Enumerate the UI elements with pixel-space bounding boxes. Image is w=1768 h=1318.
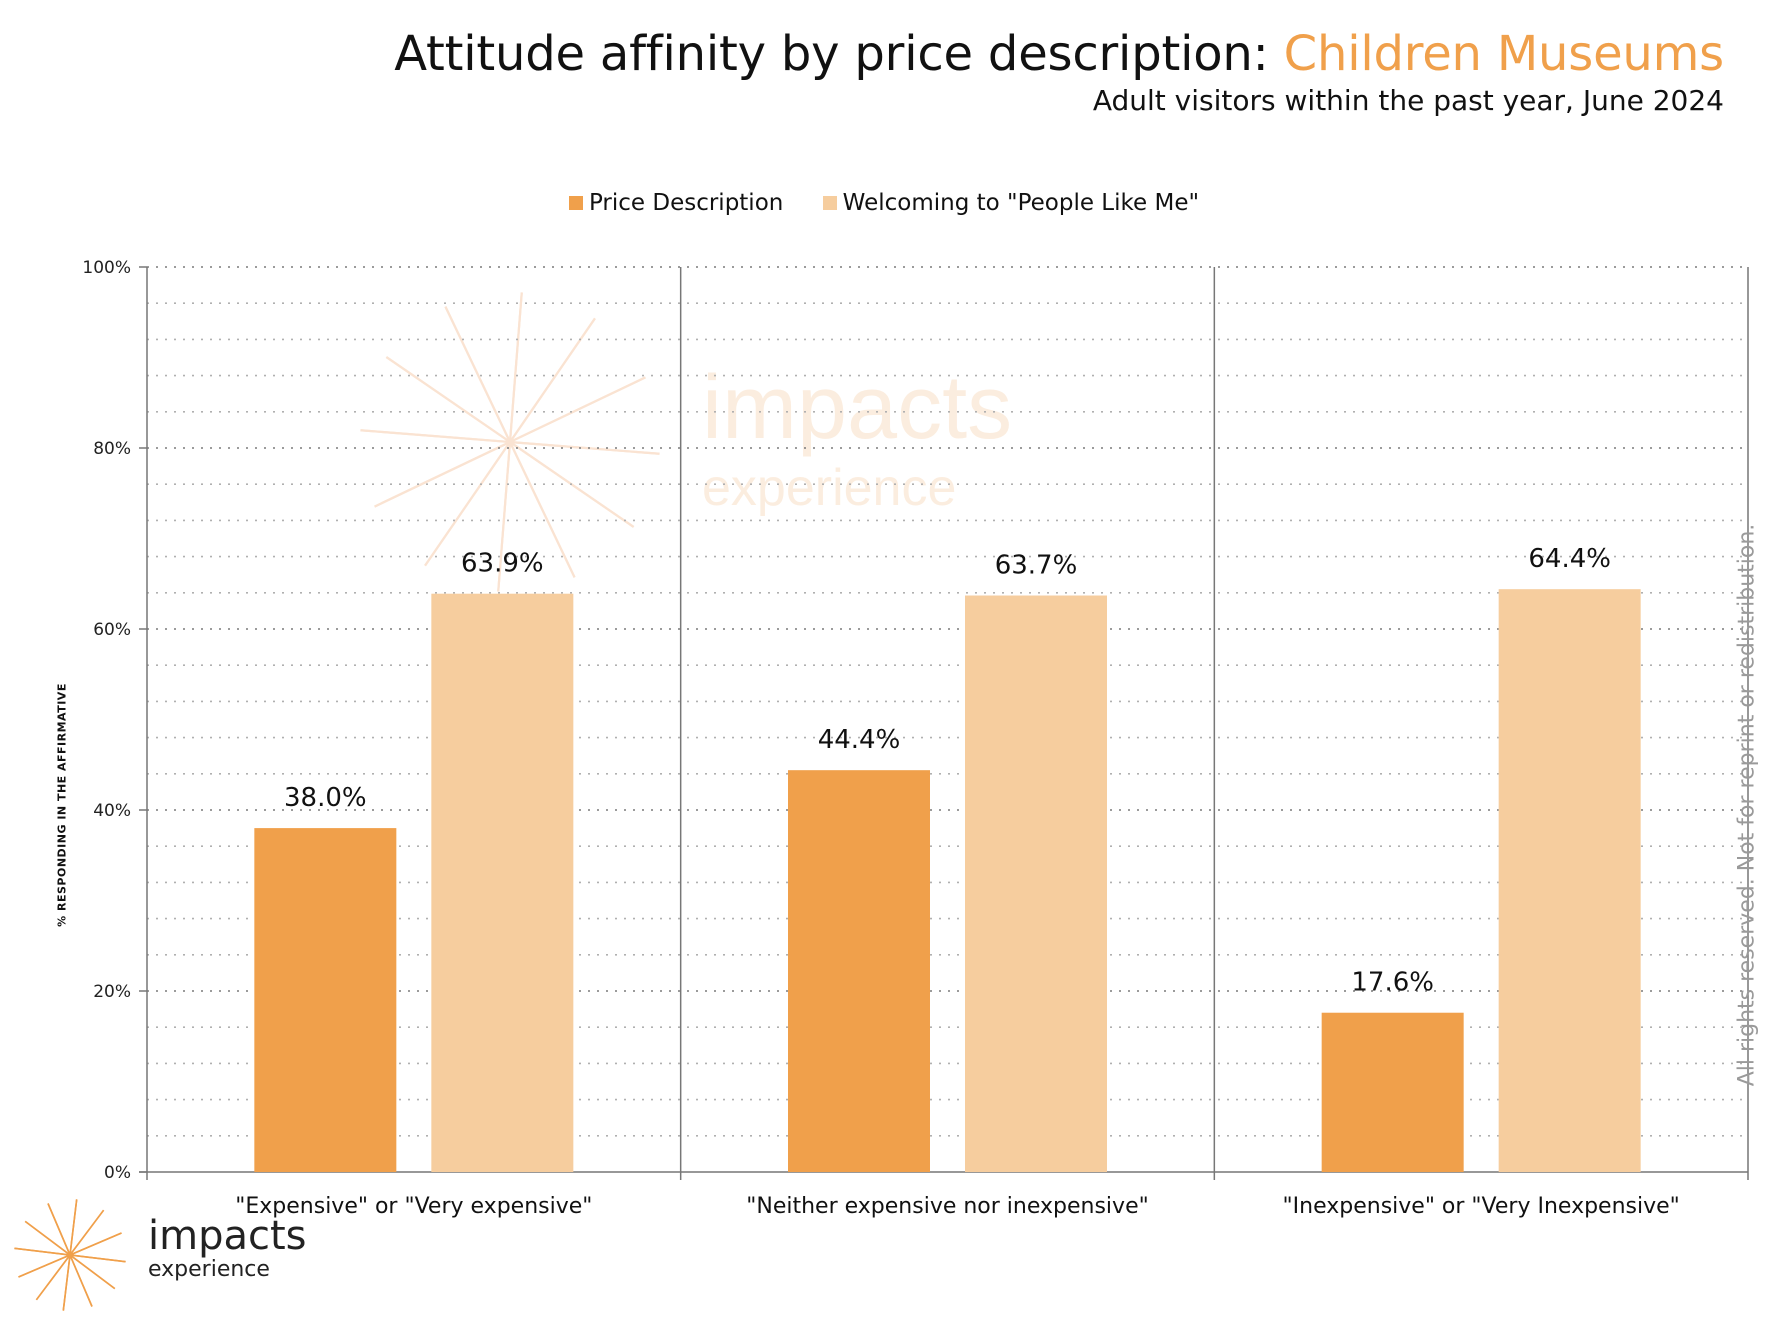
x-tick-label: "Expensive" or "Very expensive" [235,1194,592,1219]
bar-welcoming-2 [1498,589,1641,1172]
watermark-text-impacts: impacts [702,358,1012,458]
y-tick-label: 20% [93,982,131,1002]
bar-price-1 [788,770,930,1172]
logo-text-impacts: impacts [148,1213,307,1259]
axes [139,267,1749,1180]
legend-label-welcoming: Welcoming to "People Like Me" [842,190,1200,216]
x-tick-label: "Neither expensive nor inexpensive" [746,1194,1148,1219]
bars [254,589,1641,1172]
bar-welcoming-1 [965,595,1107,1172]
chart-subtitle: Adult visitors within the past year, Jun… [1092,84,1724,117]
logo-center [67,1252,73,1258]
logo-wordmark: impacts experience [148,1214,307,1282]
legend-swatch-welcoming [822,196,837,210]
watermark: impacts experience [360,292,1012,592]
logo-rays [14,1199,126,1311]
y-tick-labels: 0% 20% 40% 60% 80% 100% [82,258,147,1183]
chart-title-accent: Children Museums [1283,26,1725,82]
data-label: 63.9% [461,549,544,579]
data-labels: 38.0% 63.9% 44.4% 63.7% 17.6% 64.4% [284,544,1611,998]
legend-item-welcoming: Welcoming to "People Like Me" [822,190,1200,216]
legend-item-price: Price Description [568,190,784,216]
bar-welcoming-0 [431,593,574,1172]
chart-title: Attitude affinity by price description: … [394,24,1724,84]
watermark-text-experience: experience [702,459,956,517]
y-axis-label: % RESPONDING IN THE AFFIRMATIVE [55,683,69,927]
chart-title-main: Attitude affinity by price description: [394,26,1284,82]
data-label: 64.4% [1528,544,1611,574]
bar-price-0 [254,828,397,1172]
logo-sunburst-icon [14,1199,126,1311]
data-label: 44.4% [818,725,901,755]
legend: Price Description Welcoming to "People L… [0,190,1768,216]
bar-price-2 [1321,1012,1464,1172]
y-tick-label: 80% [93,439,131,459]
legend-label-price: Price Description [588,190,784,216]
y-tick-label: 0% [104,1163,131,1183]
watermark-ray [374,376,646,508]
title-block: Attitude affinity by price description: … [394,24,1724,118]
legend-swatch-price [568,196,583,210]
x-tick-label: "Inexpensive" or "Very Inexpensive" [1283,1194,1680,1219]
x-tick-labels: "Expensive" or "Very expensive" "Neither … [235,1194,1680,1219]
y-tick-label: 40% [93,801,131,821]
watermark-sunburst-icon [360,292,660,592]
logo-text-experience: experience [148,1257,270,1282]
y-tick-label: 60% [93,620,131,640]
data-label: 17.6% [1351,968,1434,998]
data-label: 63.7% [995,551,1078,581]
y-tick-label: 100% [82,258,131,278]
rights-notice: All rights reserved. Not for reprint or … [1734,523,1760,1087]
data-label: 38.0% [284,783,367,813]
